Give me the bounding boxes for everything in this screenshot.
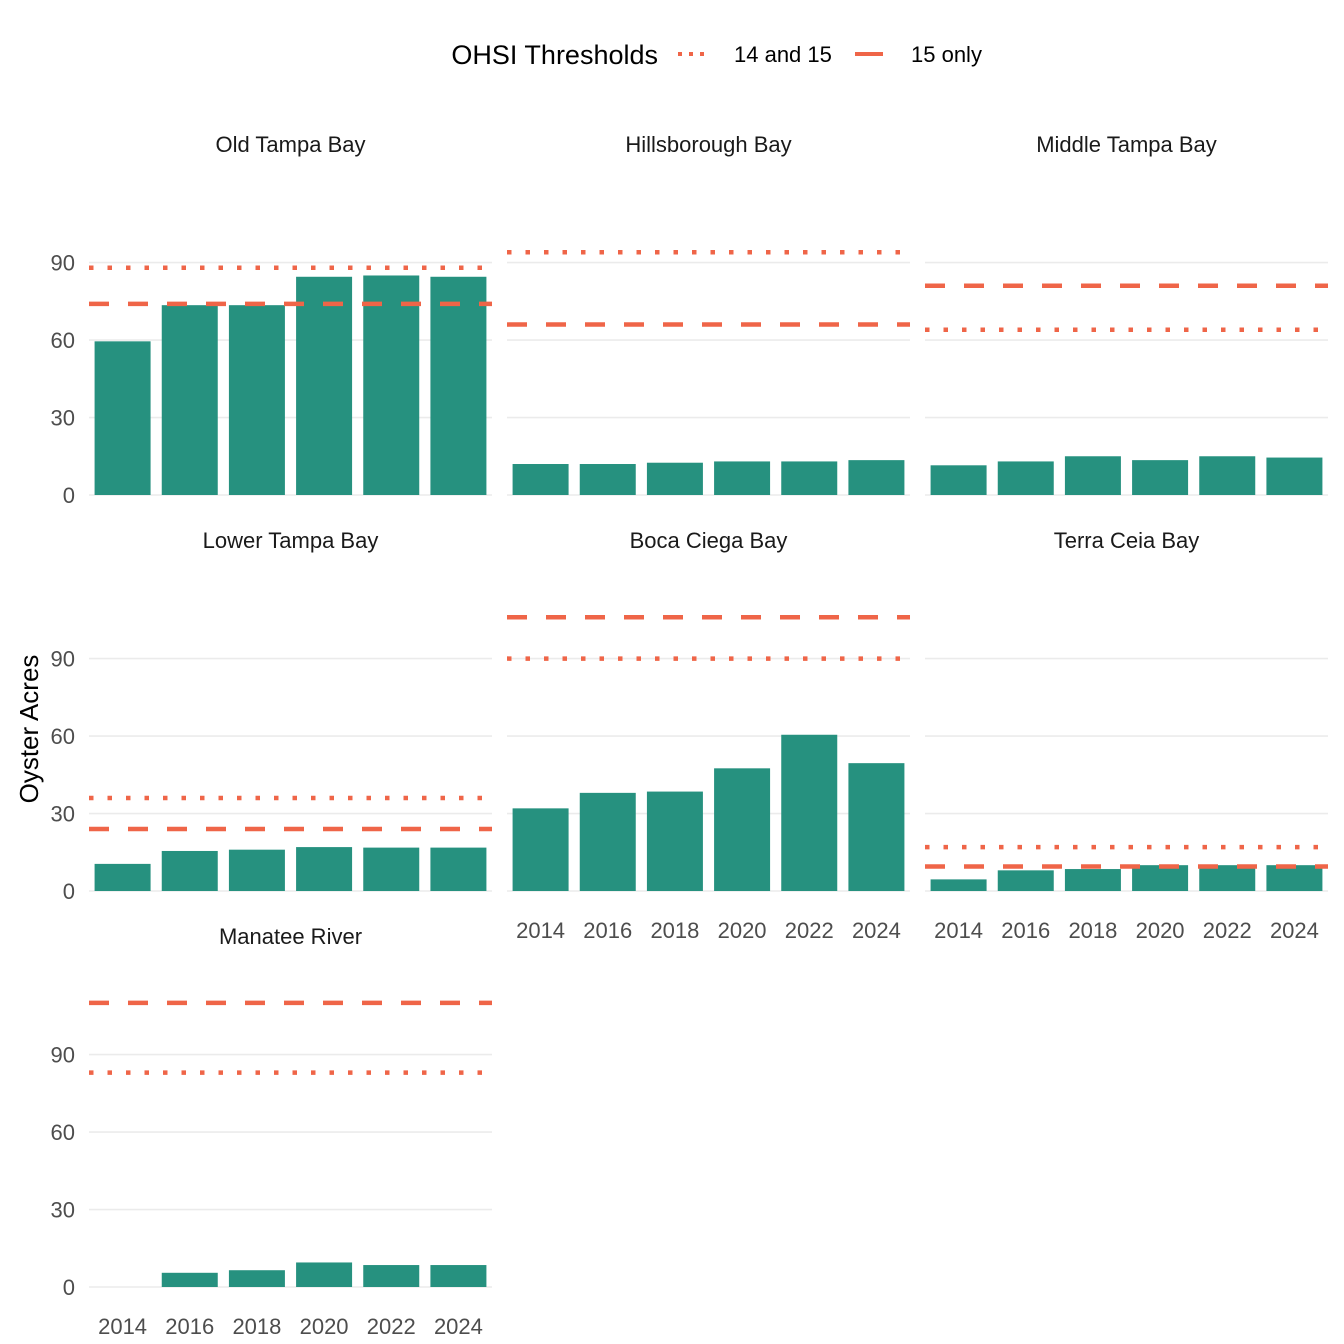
y-tick-label: 0 — [63, 483, 75, 508]
bar — [781, 734, 838, 891]
bar — [363, 847, 420, 891]
y-tick-label: 30 — [51, 1198, 75, 1223]
x-tick-label: 2016 — [165, 1314, 214, 1339]
x-tick-label: 2016 — [583, 918, 632, 943]
x-tick-label: 2024 — [434, 1314, 483, 1339]
x-tick-label: 2020 — [718, 918, 767, 943]
x-tick-label: 2020 — [300, 1314, 349, 1339]
panel-title: Terra Ceia Bay — [1054, 528, 1200, 553]
bar — [714, 461, 771, 495]
panel-old-tampa-bay: Old Tampa Bay 0 30 60 90 — [51, 132, 492, 508]
y-tick-label: 60 — [51, 724, 75, 749]
bar — [430, 847, 487, 891]
bar — [1064, 456, 1121, 495]
bar — [646, 462, 703, 495]
legend-label-14-and-15: 14 and 15 — [734, 42, 832, 67]
bar — [848, 460, 905, 495]
bar — [579, 792, 636, 891]
bar — [363, 1265, 420, 1287]
bar — [512, 808, 569, 891]
panel-boca-ciega-bay: Boca Ciega Bay 2014 2016 2018 2020 2022 2024 — [507, 528, 910, 943]
x-tick-label: 2024 — [852, 918, 901, 943]
bar — [997, 870, 1054, 891]
x-tick-label: 2014 — [516, 918, 565, 943]
panel-title: Lower Tampa Bay — [203, 528, 379, 553]
panel-lower-tampa-bay: Lower Tampa Bay 0 30 60 90 — [51, 528, 492, 904]
bar — [296, 276, 353, 495]
y-tick-label: 30 — [51, 406, 75, 431]
bar — [161, 1272, 218, 1287]
panel-title: Hillsborough Bay — [625, 132, 791, 157]
x-tick-label: 2022 — [367, 1314, 416, 1339]
bar — [714, 768, 771, 891]
bar — [930, 465, 987, 495]
bar — [94, 341, 151, 495]
bar — [430, 1265, 487, 1287]
x-tick-label: 2024 — [1270, 918, 1319, 943]
legend: OHSI Thresholds 14 and 15 15 only — [451, 40, 982, 70]
panel-title: Middle Tampa Bay — [1036, 132, 1217, 157]
bar — [1266, 865, 1323, 891]
bar — [579, 464, 636, 495]
y-tick-label: 90 — [51, 647, 75, 672]
panels: Old Tampa Bay 0 30 60 90 Hillsborough Bay Midd… — [51, 132, 1328, 1339]
bar — [781, 461, 838, 495]
bar — [997, 461, 1054, 495]
x-tick-label: 2018 — [232, 1314, 281, 1339]
bar — [430, 276, 487, 495]
bar — [296, 847, 353, 891]
panel-middle-tampa-bay: Middle Tampa Bay — [925, 132, 1328, 496]
bar — [646, 791, 703, 891]
legend-title: OHSI Thresholds — [451, 40, 658, 70]
y-tick-label: 60 — [51, 328, 75, 353]
x-tick-label: 2022 — [1203, 918, 1252, 943]
panel-title: Old Tampa Bay — [215, 132, 365, 157]
bar — [296, 1262, 353, 1287]
y-tick-label: 30 — [51, 802, 75, 827]
x-tick-label: 2016 — [1001, 918, 1050, 943]
bar — [1132, 865, 1189, 891]
y-axis-title: Oyster Acres — [14, 655, 44, 804]
panel-terra-ceia-bay: Terra Ceia Bay 2014 2016 2018 2020 2022 2024 — [925, 528, 1328, 943]
y-tick-label: 0 — [63, 879, 75, 904]
x-tick-label: 2014 — [98, 1314, 147, 1339]
y-tick-label: 90 — [51, 1043, 75, 1068]
x-tick-label: 2018 — [1068, 918, 1117, 943]
bar — [228, 849, 285, 891]
x-tick-label: 2020 — [1136, 918, 1185, 943]
bar — [1132, 460, 1189, 495]
bar — [161, 850, 218, 891]
panel-title: Boca Ciega Bay — [630, 528, 788, 553]
bar — [161, 305, 218, 495]
bar — [94, 863, 151, 891]
panel-manatee-river: Manatee River 0 30 60 90 2014 2016 2018 2020 2022… — [51, 924, 492, 1339]
bar — [512, 464, 569, 495]
bar — [848, 763, 905, 891]
panel-hillsborough-bay: Hillsborough Bay — [507, 132, 910, 496]
bar — [1199, 456, 1256, 495]
legend-label-15-only: 15 only — [911, 42, 982, 67]
bar — [930, 879, 987, 891]
y-tick-label: 60 — [51, 1120, 75, 1145]
panel-title: Manatee River — [219, 924, 362, 949]
bar — [228, 1270, 285, 1287]
bar — [363, 275, 420, 495]
y-tick-label: 0 — [63, 1275, 75, 1300]
bar — [1064, 869, 1121, 891]
x-tick-label: 2018 — [650, 918, 699, 943]
x-tick-label: 2014 — [934, 918, 983, 943]
bar — [228, 305, 285, 495]
bar — [1199, 865, 1256, 891]
x-tick-label: 2022 — [785, 918, 834, 943]
bar — [1266, 457, 1323, 495]
y-tick-label: 90 — [51, 251, 75, 276]
